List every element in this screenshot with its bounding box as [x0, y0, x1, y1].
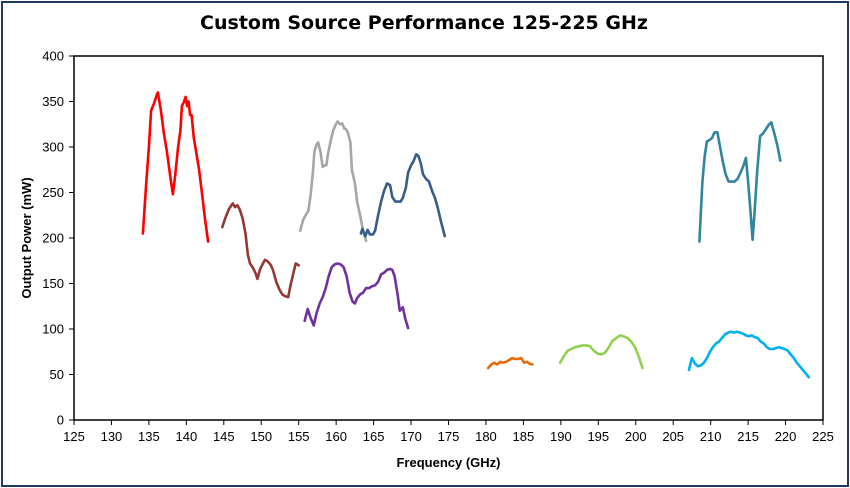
x-tick-label: 195 — [587, 429, 609, 444]
x-tick-label: 155 — [288, 429, 310, 444]
x-tick-label: 165 — [363, 429, 385, 444]
x-tick-label: 160 — [325, 429, 347, 444]
x-tick-label: 145 — [213, 429, 235, 444]
x-tick-label: 180 — [475, 429, 497, 444]
x-tick-label: 210 — [700, 429, 722, 444]
x-tick-label: 215 — [737, 429, 759, 444]
x-tick-label: 220 — [775, 429, 797, 444]
y-tick-label: 250 — [42, 185, 64, 200]
series-line-9 — [687, 330, 811, 379]
series-line-7 — [558, 334, 644, 370]
x-tick-label: 130 — [101, 429, 123, 444]
series-line-5 — [303, 262, 410, 330]
plot-area — [73, 55, 824, 421]
series-line-6 — [486, 356, 534, 370]
series-layer — [141, 91, 811, 379]
series-line-4 — [359, 153, 447, 238]
x-axis-label: Frequency (GHz) — [396, 455, 500, 470]
y-axis-ticks: 0 50 100 150 200 250 300 350 400 — [42, 49, 74, 428]
series-line-2 — [221, 202, 301, 299]
x-tick-label: 225 — [812, 429, 834, 444]
y-tick-label: 100 — [42, 322, 64, 337]
series-line-8 — [698, 121, 782, 243]
x-tick-label: 175 — [438, 429, 460, 444]
x-axis-ticks: 125 130 135 140 145 150 155 160 165 170 175 180 185 1… — [63, 420, 834, 444]
y-tick-label: 150 — [42, 276, 64, 291]
y-tick-label: 300 — [42, 140, 64, 155]
y-tick-label: 50 — [50, 367, 64, 382]
series-line-3 — [298, 120, 368, 242]
chart-title: Custom Source Performance 125-225 GHz — [200, 12, 648, 34]
x-tick-label: 205 — [662, 429, 684, 444]
x-tick-label: 170 — [400, 429, 422, 444]
y-tick-label: 400 — [42, 49, 64, 64]
y-tick-label: 200 — [42, 231, 64, 246]
x-tick-label: 150 — [250, 429, 272, 444]
x-tick-label: 135 — [138, 429, 160, 444]
x-tick-label: 190 — [550, 429, 572, 444]
x-tick-label: 185 — [513, 429, 535, 444]
x-tick-label: 140 — [175, 429, 197, 444]
y-tick-label: 0 — [57, 413, 64, 428]
x-tick-label: 125 — [63, 429, 85, 444]
series-line-1 — [141, 91, 210, 243]
y-axis-label: Output Power (mW) — [19, 177, 34, 298]
y-tick-label: 350 — [42, 94, 64, 109]
x-tick-label: 200 — [625, 429, 647, 444]
